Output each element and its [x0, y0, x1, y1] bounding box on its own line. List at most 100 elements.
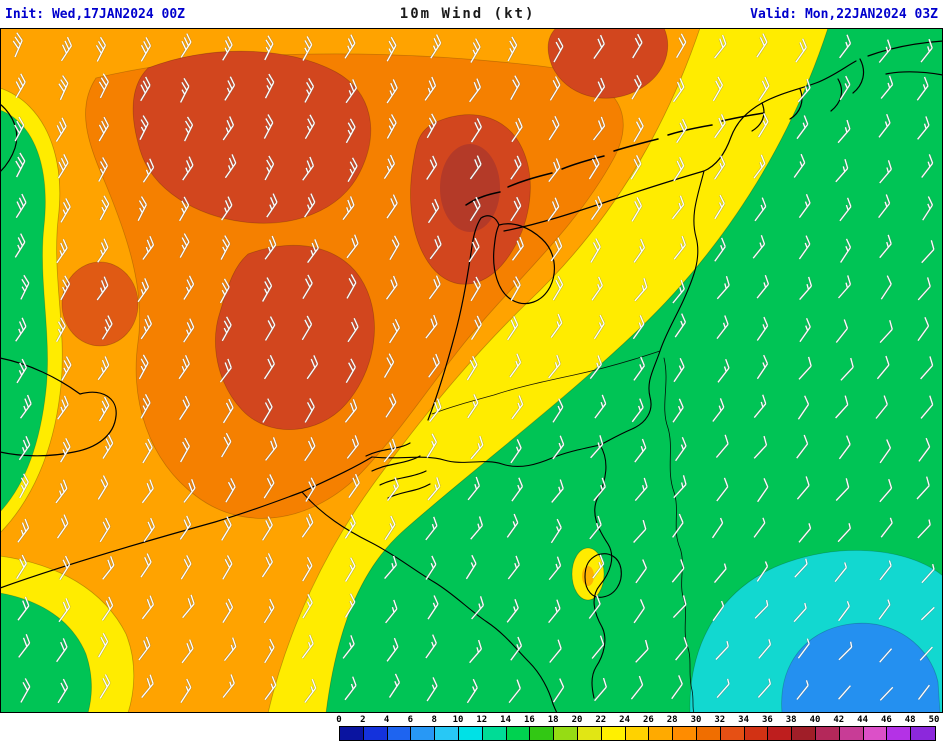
- legend-color-cell: [673, 727, 697, 740]
- wind-barb: [99, 195, 110, 221]
- wind-barb: [756, 561, 769, 583]
- wind-barb: [55, 117, 68, 143]
- wind-barb: [428, 275, 442, 300]
- wind-barb: [388, 318, 401, 344]
- wind-barb: [345, 273, 357, 299]
- wind-barb: [347, 473, 361, 499]
- wind-barb: [345, 118, 357, 144]
- wind-barb: [716, 275, 731, 300]
- wind-barb: [140, 674, 155, 699]
- wind-barb: [346, 434, 360, 460]
- wind-barb: [386, 113, 398, 139]
- legend-color-cell: [340, 727, 364, 740]
- wind-barb: [588, 515, 603, 540]
- wind-barb: [98, 116, 110, 142]
- wind-barb: [920, 153, 934, 179]
- wind-barb: [839, 75, 851, 101]
- legend-tick: 50: [928, 715, 940, 725]
- wind-barb: [878, 234, 893, 259]
- wind-barb: [263, 113, 274, 140]
- legend-color-cell: [554, 727, 578, 740]
- wind-barb: [469, 38, 482, 64]
- wind-barb: [182, 318, 195, 343]
- wind-barb: [60, 36, 73, 62]
- legend-color-cell: [720, 727, 745, 740]
- wind-barb: [101, 315, 114, 340]
- wind-barb: [183, 116, 194, 142]
- wind-barb: [180, 554, 192, 580]
- wind-barb: [713, 563, 728, 584]
- wind-barb: [424, 76, 437, 102]
- border-nl-be: [371, 444, 601, 467]
- wind-barb: [219, 278, 231, 304]
- river-rhine: [663, 357, 695, 713]
- wind-barb: [301, 593, 314, 619]
- country-borders: [301, 170, 705, 713]
- wind-barb: [99, 673, 111, 699]
- wind-barb: [879, 319, 894, 344]
- legend-tick: 40: [809, 715, 821, 725]
- wind-barb: [716, 678, 731, 699]
- wind-barb: [303, 77, 315, 103]
- wind-barb: [427, 595, 440, 620]
- wind-barb: [19, 677, 31, 703]
- wind-barb: [588, 594, 602, 620]
- wind-barb: [14, 233, 26, 259]
- wind-barb: [837, 119, 851, 144]
- dark-red-region-northwest: [132, 50, 372, 224]
- wind-barb: [551, 435, 565, 460]
- east-anglia-coast: [0, 357, 117, 457]
- wind-barb: [713, 237, 727, 262]
- wind-barb: [672, 398, 685, 423]
- wind-barb: [383, 353, 395, 379]
- wind-barb: [589, 355, 603, 380]
- wind-barb: [427, 198, 440, 224]
- wind-barb: [547, 599, 562, 624]
- wind-barb: [428, 398, 442, 423]
- wind-barb: [633, 438, 647, 463]
- wind-barb: [591, 276, 604, 301]
- wind-barb: [388, 673, 401, 699]
- wind-barb: [220, 234, 231, 261]
- legend-color-cell: [839, 727, 864, 740]
- rivers: [431, 350, 695, 713]
- legend-tick: 48: [904, 715, 916, 725]
- wind-barb: [301, 513, 314, 538]
- wind-barb: [550, 479, 565, 504]
- topright-coast: [867, 40, 943, 76]
- wind-barb: [712, 600, 725, 622]
- wind-barb: [19, 394, 33, 420]
- wind-barb: [632, 314, 645, 340]
- wind-barb: [345, 358, 357, 384]
- wind-barb: [634, 277, 648, 302]
- wind-barb: [634, 477, 649, 502]
- wind-barb: [548, 115, 561, 141]
- wind-barb: [220, 196, 233, 221]
- wind-barb: [96, 238, 109, 263]
- wind-barb: [386, 476, 400, 502]
- wind-barb: [303, 678, 317, 704]
- wind-barb: [592, 116, 606, 141]
- wind-barb: [879, 439, 892, 464]
- wind-barb: [469, 196, 482, 222]
- german-bight-estuaries: [751, 58, 865, 132]
- wind-barb: [98, 396, 110, 422]
- wind-barb: [877, 194, 891, 219]
- wind-barb: [834, 562, 848, 583]
- legend-color-cell: [887, 727, 912, 740]
- wind-barb: [878, 113, 892, 139]
- wind-barb: [793, 602, 808, 623]
- wind-barb: [301, 156, 315, 181]
- wind-barb: [139, 76, 152, 102]
- wind-barb: [670, 674, 684, 700]
- wind-barb: [713, 155, 726, 180]
- wind-barb: [631, 398, 645, 423]
- wind-barb: [632, 117, 645, 143]
- wind-barb: [753, 517, 766, 539]
- legend-color-cell: [649, 727, 674, 740]
- wind-barb: [838, 34, 852, 59]
- wind-barb: [14, 317, 27, 342]
- wind-barb: [222, 674, 236, 699]
- wind-barb: [57, 153, 70, 179]
- wind-barb: [466, 355, 478, 381]
